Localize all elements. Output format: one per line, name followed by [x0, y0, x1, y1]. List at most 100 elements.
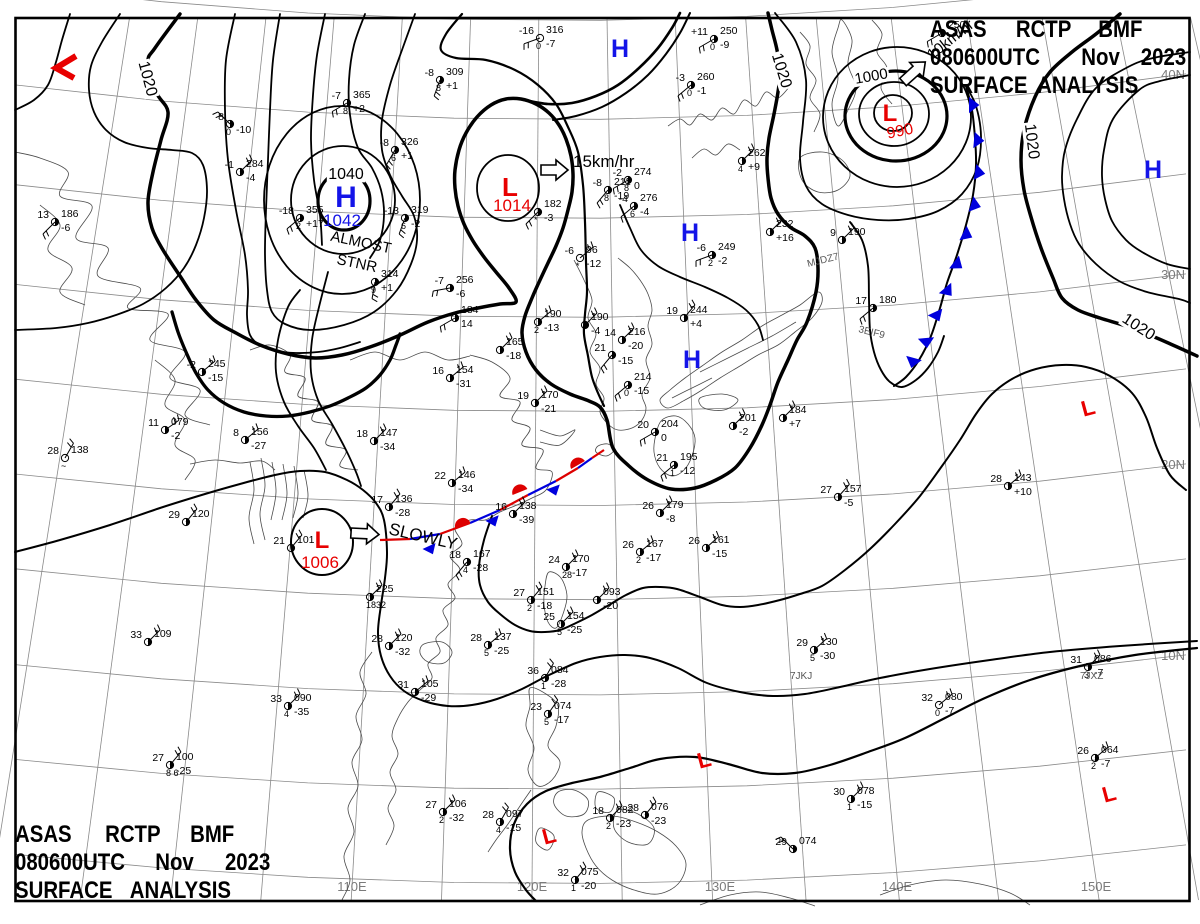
- svg-text:1014: 1014: [493, 196, 531, 215]
- svg-text:-8: -8: [593, 177, 602, 189]
- svg-text:-5: -5: [844, 497, 853, 509]
- svg-text:0: 0: [624, 388, 629, 398]
- svg-text:138: 138: [71, 444, 89, 456]
- svg-text:*: *: [576, 261, 580, 271]
- svg-text:-6: -6: [565, 245, 574, 257]
- svg-text:21: 21: [656, 452, 668, 464]
- svg-text:L: L: [694, 746, 713, 774]
- svg-text:-10: -10: [236, 124, 251, 136]
- svg-text:156: 156: [251, 426, 269, 438]
- svg-text:16: 16: [432, 365, 444, 377]
- svg-text:-7: -7: [1094, 667, 1103, 679]
- svg-text:BMF: BMF: [1098, 15, 1142, 42]
- svg-text:6: 6: [630, 209, 635, 219]
- svg-text:+2: +2: [353, 103, 365, 115]
- svg-text:110E: 110E: [337, 879, 367, 894]
- svg-text:106: 106: [449, 798, 467, 810]
- svg-text:-17: -17: [572, 567, 587, 579]
- svg-text:32: 32: [557, 867, 569, 879]
- svg-text:1: 1: [670, 468, 675, 478]
- svg-text:8: 8: [218, 111, 224, 123]
- svg-text:13: 13: [37, 209, 49, 221]
- svg-text:201: 201: [739, 412, 757, 424]
- svg-text:2023: 2023: [225, 848, 270, 875]
- svg-text:31: 31: [1070, 654, 1082, 666]
- svg-text:136: 136: [395, 493, 413, 505]
- svg-text:26: 26: [1077, 745, 1089, 757]
- svg-text:190: 190: [848, 226, 866, 238]
- svg-text:086: 086: [1094, 653, 1112, 665]
- svg-text:-2: -2: [718, 255, 727, 267]
- svg-text:28: 28: [627, 802, 639, 814]
- svg-text:L: L: [1078, 394, 1097, 422]
- svg-text:0: 0: [226, 127, 231, 137]
- svg-text:204: 204: [661, 418, 679, 430]
- svg-text:365: 365: [353, 89, 371, 101]
- svg-text:1020: 1020: [1021, 123, 1042, 161]
- svg-text:36: 36: [527, 665, 539, 677]
- svg-text:15km/hr: 15km/hr: [573, 152, 635, 171]
- svg-text:195: 195: [680, 451, 698, 463]
- svg-text:097: 097: [506, 808, 524, 820]
- svg-text:26: 26: [622, 539, 634, 551]
- svg-text:-15: -15: [208, 372, 223, 384]
- svg-text:184: 184: [461, 304, 479, 316]
- svg-text:216: 216: [628, 326, 646, 338]
- svg-text:6: 6: [391, 153, 396, 163]
- svg-text:7JXZ: 7JXZ: [1080, 671, 1103, 682]
- svg-text:-1: -1: [225, 159, 234, 171]
- svg-text:19: 19: [666, 305, 678, 317]
- svg-text:32: 32: [921, 692, 933, 704]
- svg-text:29: 29: [168, 509, 180, 521]
- svg-text:276: 276: [640, 192, 658, 204]
- svg-text:-1: -1: [697, 85, 706, 97]
- svg-text:179: 179: [666, 499, 684, 511]
- svg-text:9: 9: [371, 285, 376, 295]
- svg-text:-18: -18: [279, 205, 294, 217]
- svg-text:L: L: [315, 527, 330, 554]
- svg-text:29: 29: [796, 637, 808, 649]
- svg-text:Nov: Nov: [155, 848, 194, 875]
- svg-text:96: 96: [586, 244, 598, 256]
- svg-text:25: 25: [543, 611, 555, 623]
- svg-text:14: 14: [604, 327, 616, 339]
- svg-text:ANALYSIS: ANALYSIS: [130, 876, 231, 903]
- svg-text:260: 260: [697, 71, 715, 83]
- svg-text:-4: -4: [619, 193, 628, 205]
- svg-text:-39: -39: [519, 514, 534, 526]
- svg-text:182: 182: [544, 198, 562, 210]
- svg-text:-23: -23: [651, 815, 666, 827]
- svg-text:2: 2: [708, 258, 713, 268]
- svg-text:-15: -15: [712, 548, 727, 560]
- svg-text:157: 157: [844, 483, 862, 495]
- svg-text:SURFACE: SURFACE: [930, 71, 1027, 98]
- svg-text:-28: -28: [473, 562, 488, 574]
- svg-text:309: 309: [446, 66, 464, 78]
- svg-text:245: 245: [208, 358, 226, 370]
- svg-text:-28: -28: [395, 507, 410, 519]
- svg-text:-25: -25: [176, 765, 191, 777]
- svg-text:100: 100: [176, 751, 194, 763]
- svg-text:190: 190: [544, 308, 562, 320]
- svg-text:2: 2: [296, 221, 301, 231]
- svg-text:14: 14: [461, 318, 473, 330]
- svg-text:-4: -4: [591, 325, 600, 337]
- svg-text:+1: +1: [381, 282, 393, 294]
- svg-text:161: 161: [712, 534, 730, 546]
- svg-text:-15: -15: [506, 822, 521, 834]
- svg-text:150E: 150E: [1081, 879, 1112, 894]
- svg-text:167: 167: [473, 548, 491, 560]
- svg-text:232: 232: [776, 218, 794, 230]
- svg-text:180: 180: [879, 294, 897, 306]
- svg-text:BMF: BMF: [190, 820, 234, 847]
- svg-text:33: 33: [270, 693, 282, 705]
- svg-text:-2: -2: [171, 430, 180, 442]
- svg-text:1: 1: [541, 681, 546, 691]
- svg-text:082: 082: [616, 804, 634, 816]
- svg-text:109: 109: [154, 628, 172, 640]
- svg-text:-15: -15: [634, 385, 649, 397]
- svg-text:+17: +17: [306, 218, 324, 230]
- svg-text:-8: -8: [425, 67, 434, 79]
- svg-text:-20: -20: [628, 340, 643, 352]
- svg-text:8: 8: [343, 106, 348, 116]
